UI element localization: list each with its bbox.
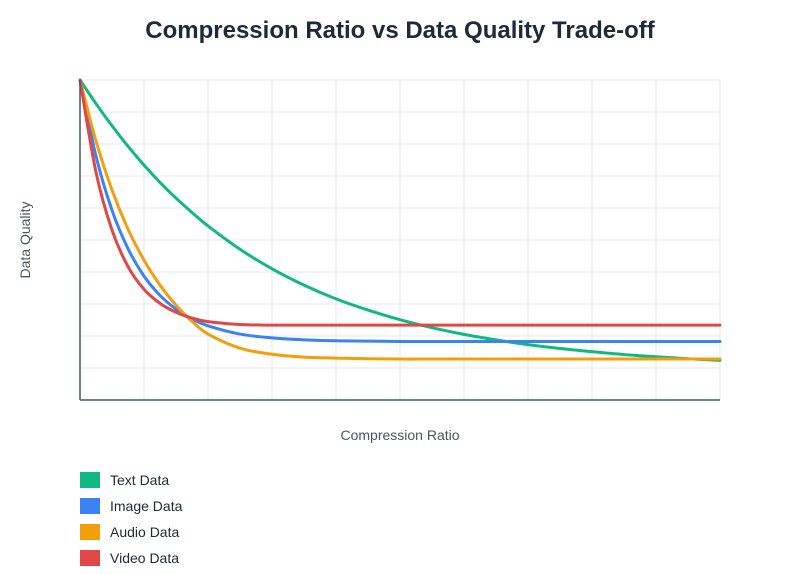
legend-item-video-data[interactable]: Video Data	[80, 548, 182, 568]
legend-label: Video Data	[110, 550, 180, 566]
series-line-text-data	[78, 78, 722, 362]
chart-title: Compression Ratio vs Data Quality Trade-…	[145, 17, 655, 44]
legend-swatch	[80, 524, 100, 540]
legend-swatch	[80, 550, 100, 566]
legend-label: Text Data	[110, 472, 170, 488]
grid	[79, 79, 721, 401]
legend-item-audio-data[interactable]: Audio Data	[80, 522, 182, 542]
legend: Text Data Image Data Audio Data Video Data	[80, 470, 182, 574]
series-line-audio-data	[78, 78, 722, 361]
legend-swatch	[80, 472, 100, 488]
series-lines	[78, 78, 722, 362]
legend-item-text-data[interactable]: Text Data	[80, 470, 182, 490]
series-line-image-data	[78, 78, 722, 343]
axes	[79, 80, 720, 401]
legend-item-image-data[interactable]: Image Data	[80, 496, 182, 516]
legend-swatch	[80, 498, 100, 514]
legend-label: Image Data	[110, 498, 183, 514]
line-chart: Compression Ratio Data Quality	[17, 78, 722, 443]
x-axis-label: Compression Ratio	[340, 427, 459, 443]
series-line-video-data	[78, 78, 722, 327]
legend-label: Audio Data	[110, 524, 180, 540]
y-axis-label: Data Quality	[17, 201, 33, 278]
